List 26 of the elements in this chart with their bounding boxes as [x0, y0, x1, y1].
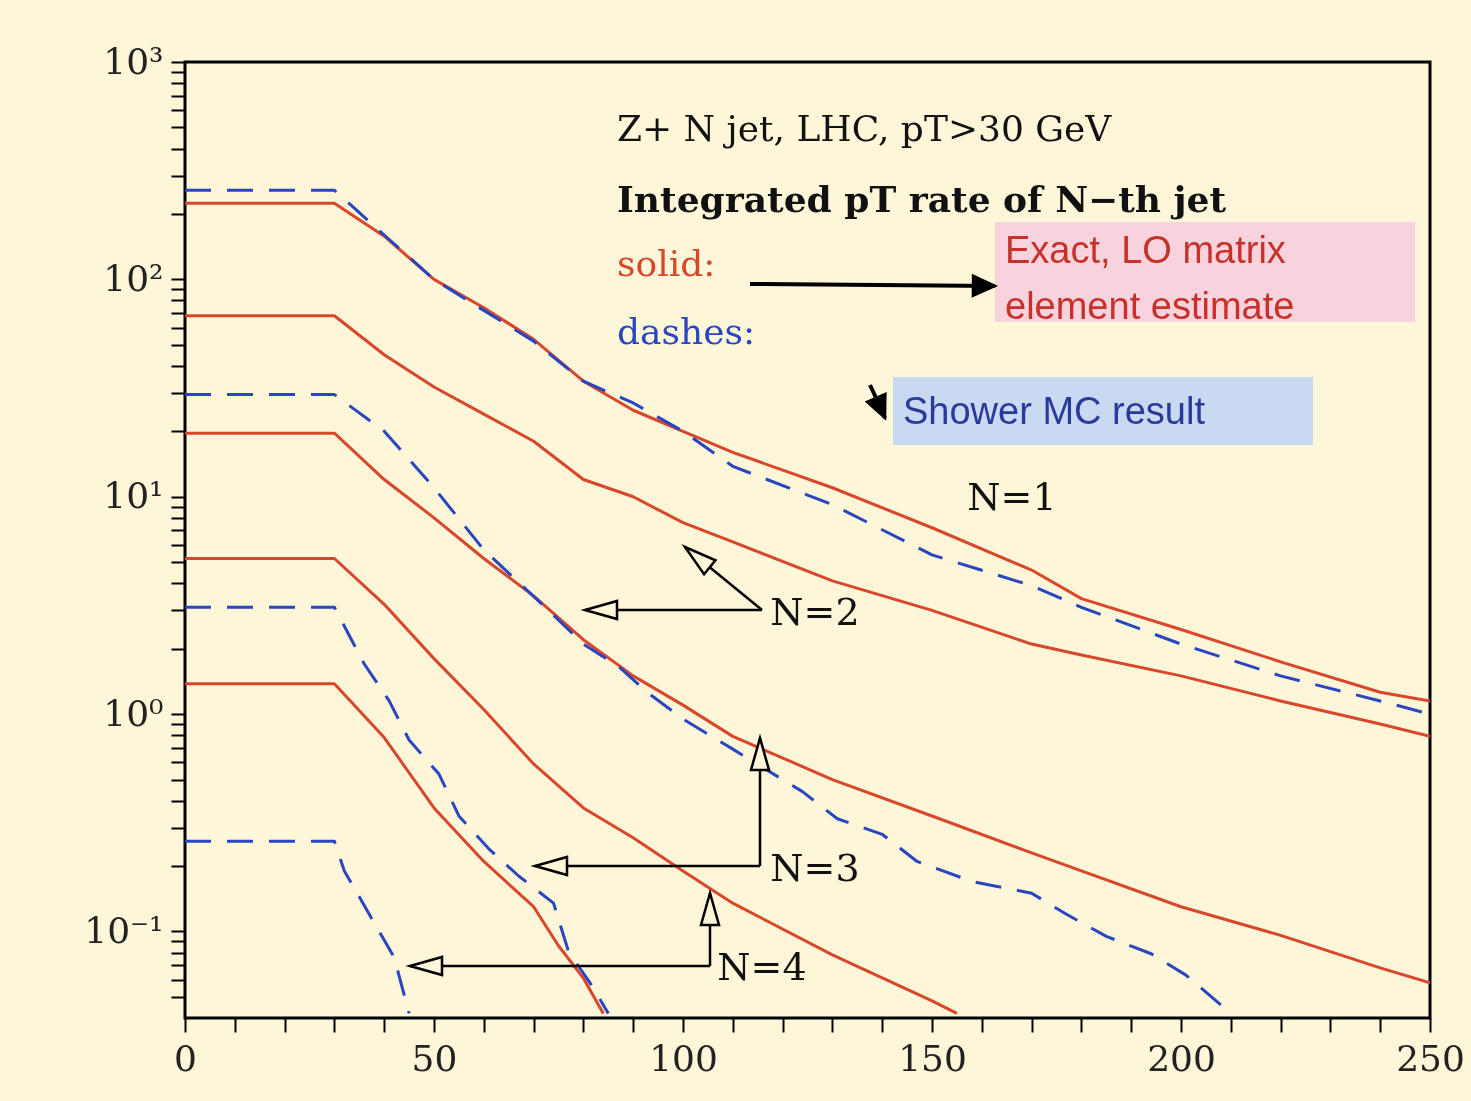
x-tick-label: 150 [898, 1037, 967, 1079]
line-series [185, 839, 411, 1015]
line-series [185, 431, 1430, 985]
line-series [185, 556, 959, 1015]
annotation: Z+ N jet, LHC, pT>30 GeV [617, 108, 1112, 149]
annotation: N=4 [717, 945, 807, 989]
line-series [185, 393, 1223, 1007]
y-tick-label: 10³ [103, 40, 164, 82]
annotation: Exact, LO matrix element estimate [1004, 228, 1296, 327]
y-tick-label: 10⁻¹ [84, 910, 164, 951]
x-tick-label: 50 [411, 1037, 458, 1079]
annotation: N=2 [770, 590, 860, 634]
y-tick-label: 10⁰ [103, 692, 164, 734]
annotation: N=3 [770, 846, 860, 890]
line-series [185, 605, 610, 1015]
annotation: N=1 [967, 475, 1057, 519]
annotation: solid: [617, 243, 716, 284]
x-tick-label: 250 [1396, 1037, 1465, 1079]
annotation: dashes: [617, 311, 756, 352]
y-tick-label: 10¹ [103, 475, 164, 517]
annotation: Integrated pT rate of N−th jet [617, 178, 1227, 220]
x-tick-label: 0 [174, 1037, 197, 1079]
x-tick-label: 200 [1147, 1037, 1216, 1079]
x-tick-label: 100 [649, 1037, 718, 1079]
y-tick-label: 10² [103, 257, 164, 299]
line-series [185, 682, 605, 1015]
